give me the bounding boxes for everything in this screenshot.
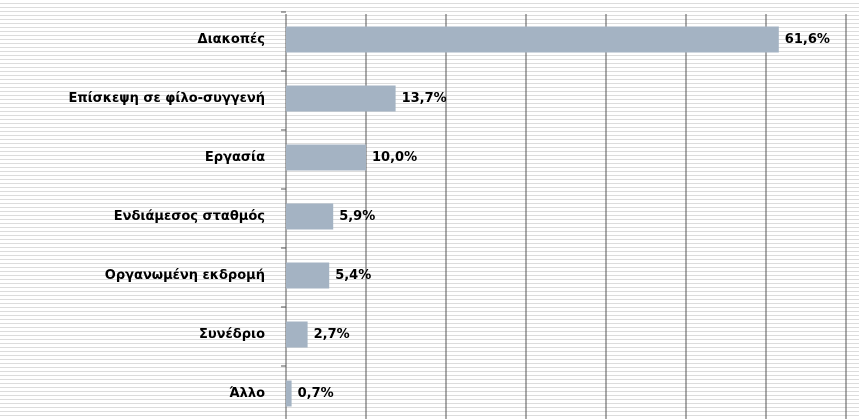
value-label: 13,7% — [402, 91, 447, 106]
category-label: Οργανωμένη εκδρομή — [105, 268, 265, 283]
bar — [286, 380, 292, 407]
value-label: 2,7% — [314, 327, 350, 342]
bar — [286, 85, 396, 112]
category-label: Διακοπές — [198, 32, 265, 47]
bar — [286, 321, 308, 348]
category-label: Συνέδριο — [199, 327, 265, 342]
value-label: 0,7% — [298, 386, 334, 401]
value-label: 5,9% — [339, 209, 375, 224]
category-label: Εργασία — [205, 150, 265, 165]
category-label: Άλλο — [229, 386, 265, 401]
category-label: Επίσκεψη σε φίλο-συγγενή — [68, 91, 265, 106]
value-label: 5,4% — [335, 268, 371, 283]
bar — [286, 144, 366, 171]
bar — [286, 203, 334, 230]
value-label: 10,0% — [372, 150, 417, 165]
bar — [286, 262, 330, 289]
bar — [286, 26, 779, 53]
value-label: 61,6% — [785, 32, 830, 47]
category-label: Ενδιάμεσος σταθμός — [114, 209, 265, 224]
